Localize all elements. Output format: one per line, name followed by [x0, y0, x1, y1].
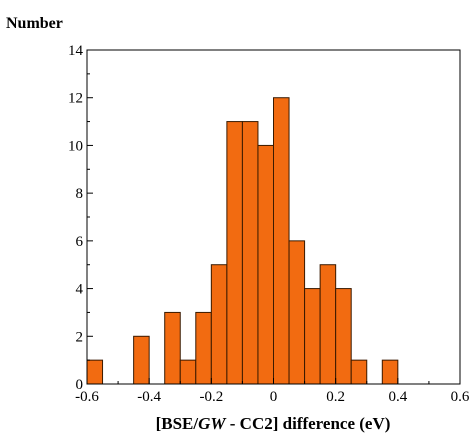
histogram-bar — [288, 240, 306, 385]
histogram-bar — [381, 359, 399, 385]
histogram-bar — [195, 311, 212, 385]
y-axis-label: Number — [6, 15, 63, 32]
x-axis-label-prefix: [BSE/ — [156, 414, 199, 433]
histogram-bar — [304, 288, 321, 385]
histogram-bar — [257, 144, 275, 385]
histogram-bar — [210, 264, 228, 385]
y-tick-label: 8 — [76, 186, 84, 202]
x-tick-label: 0 — [270, 389, 278, 405]
y-tick-label: 12 — [68, 91, 83, 107]
y-tick-label: 14 — [68, 43, 84, 59]
x-axis-label-suffix: - CC2] difference (eV) — [226, 414, 391, 433]
bars-group — [86, 97, 399, 385]
x-tick-label: 0.6 — [451, 389, 470, 405]
x-axis-label: [BSE/GW - CC2] difference (eV) — [156, 414, 391, 433]
y-tick-label: 4 — [76, 282, 84, 298]
x-tick-label: 0.4 — [388, 389, 407, 405]
y-tick-label: 2 — [76, 329, 84, 345]
histogram-bar — [133, 335, 150, 385]
histogram-bar — [86, 359, 104, 385]
histogram-bar — [179, 359, 197, 385]
ticks-group: -0.6 -0.4 -0.2 0 0.2 0.4 0.6 0 2 4 6 8 10 12 14 — [68, 43, 470, 405]
y-tick-label: 0 — [76, 377, 84, 393]
x-tick-label: 0.2 — [326, 389, 345, 405]
x-tick-label: -0.6 — [75, 389, 99, 405]
histogram-bar — [273, 97, 290, 385]
y-tick-label: 10 — [68, 138, 83, 154]
histogram-bar — [164, 311, 181, 385]
x-axis-label-italic: GW — [198, 414, 227, 433]
histogram-bar — [319, 264, 337, 385]
histogram-bar — [335, 288, 352, 385]
histogram-bar — [241, 121, 259, 385]
histogram-bar — [226, 121, 243, 385]
x-tick-label: -0.2 — [199, 389, 223, 405]
y-tick-label: 6 — [76, 234, 84, 250]
x-tick-label: -0.4 — [137, 389, 161, 405]
histogram-bar — [350, 359, 368, 385]
